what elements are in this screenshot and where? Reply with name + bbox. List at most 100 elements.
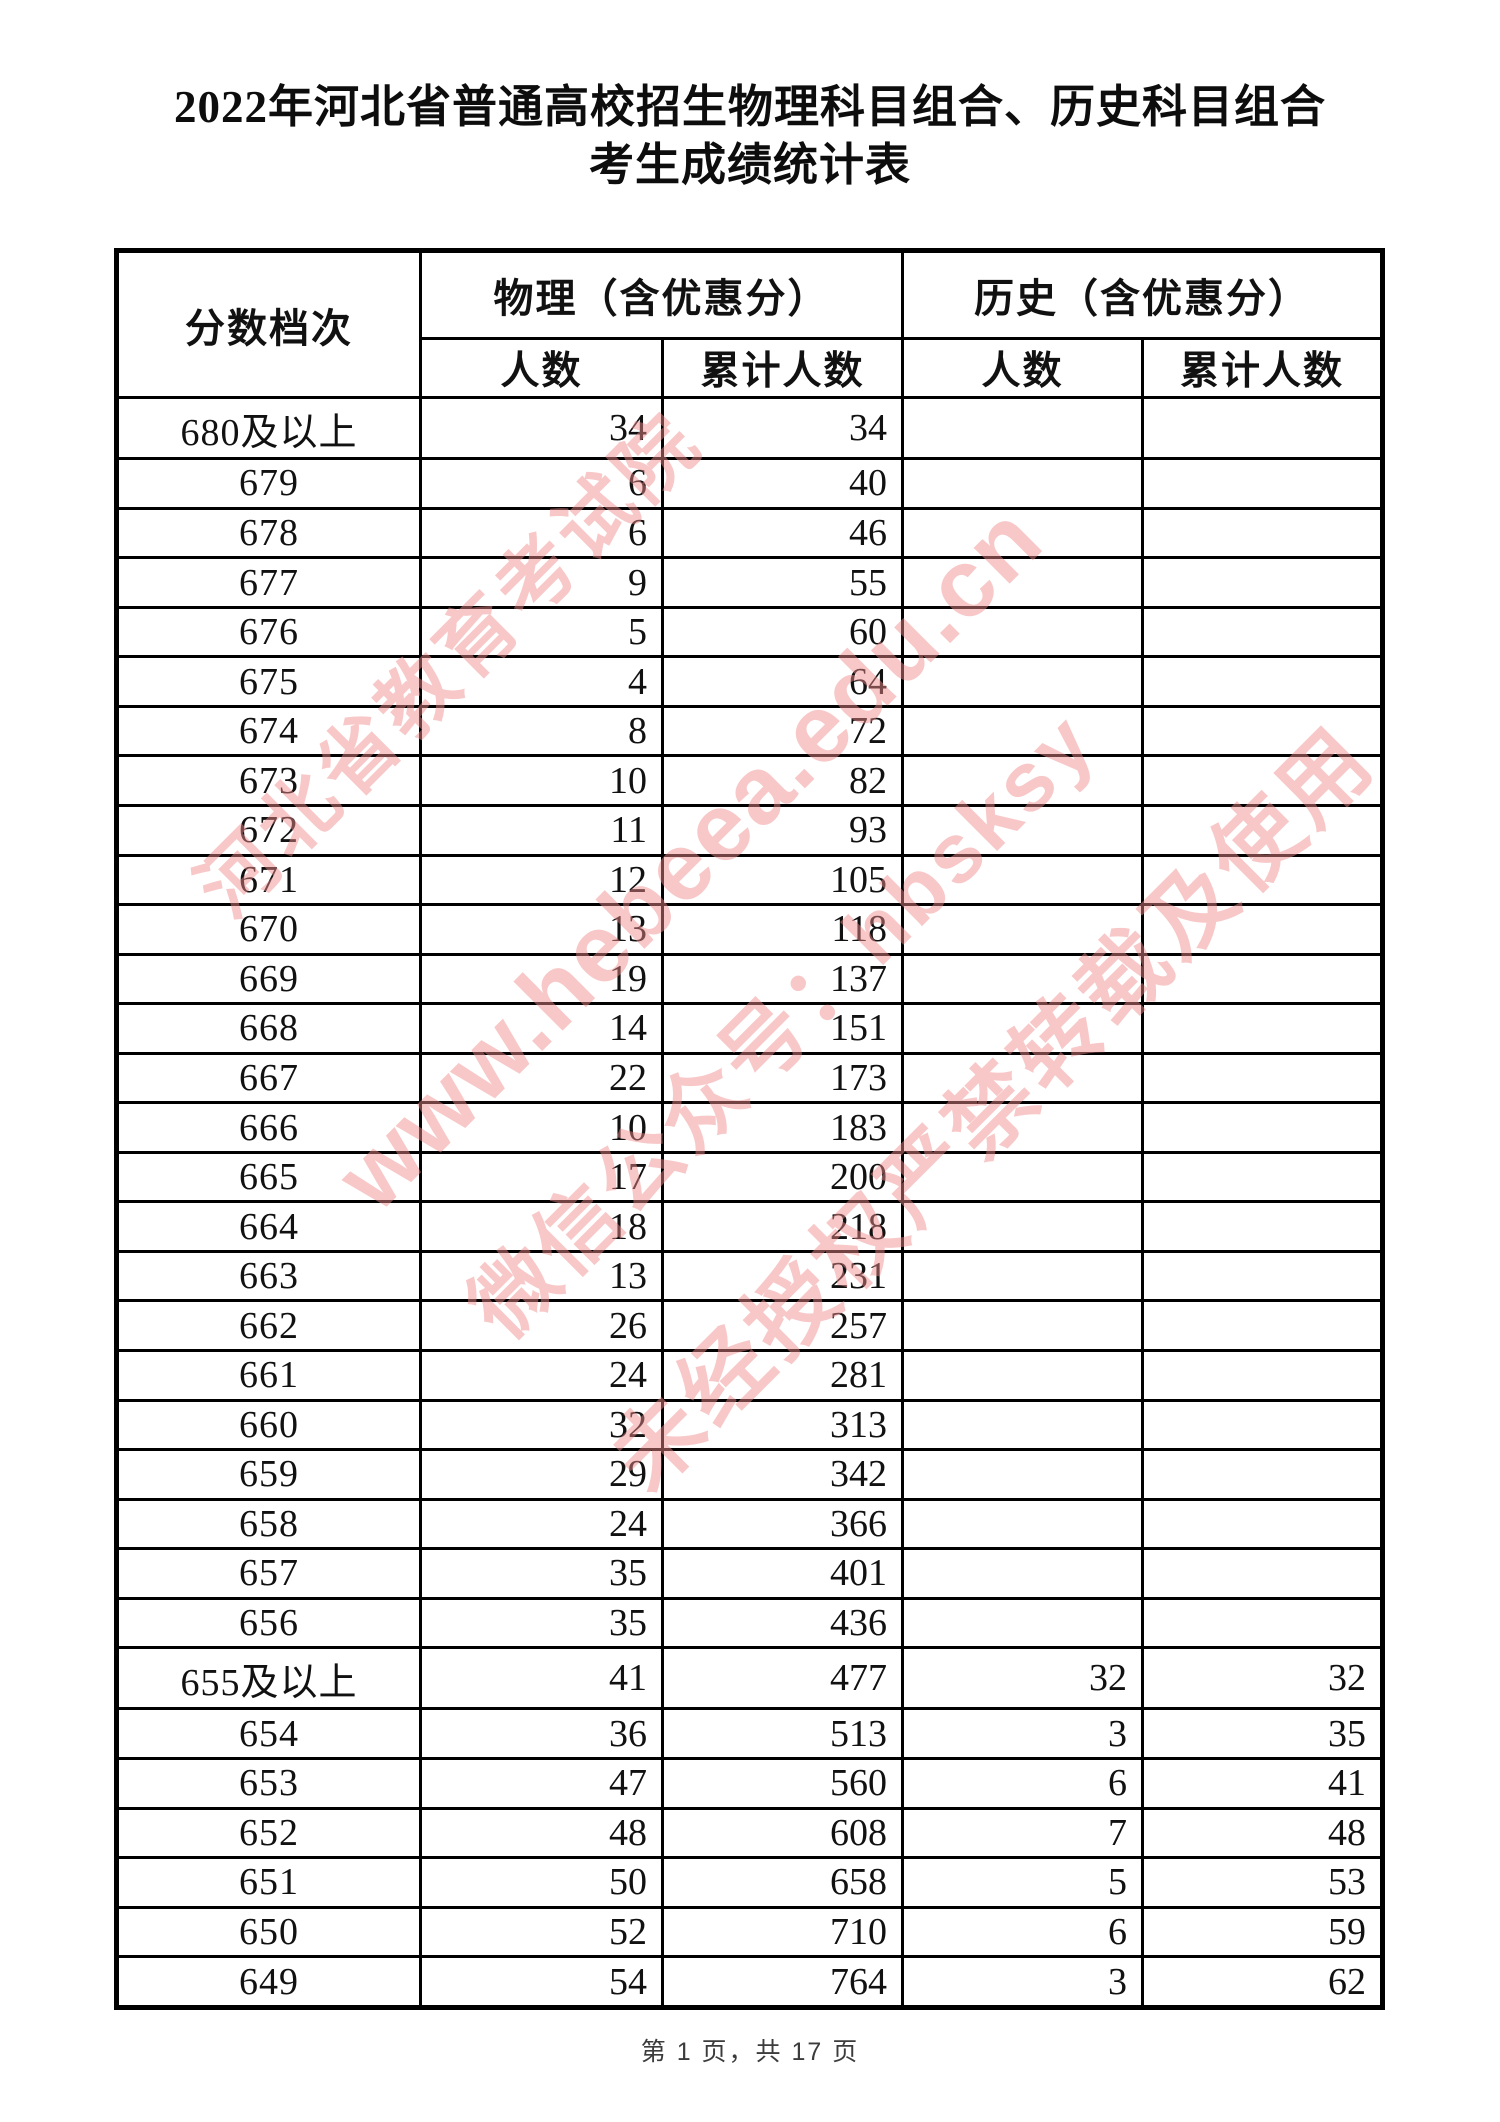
score-cell: 673 — [115, 754, 422, 807]
physics-count-cell: 36 — [419, 1707, 664, 1760]
table-row: 677 9 55 — [115, 556, 1384, 609]
history-cumulative-cell — [1141, 1497, 1384, 1551]
physics-count-cell: 6 — [419, 457, 664, 510]
table-row: 665 17 200 — [115, 1150, 1384, 1204]
history-count-cell — [901, 1348, 1144, 1402]
history-cumulative-cell — [1141, 605, 1384, 659]
header-physics-group: 物理（含优惠分） — [419, 249, 904, 340]
history-count-cell: 3 — [901, 1955, 1144, 2009]
history-count-cell — [901, 1398, 1144, 1452]
history-cumulative-cell — [1141, 1101, 1384, 1154]
score-cell: 659 — [115, 1448, 422, 1501]
history-cumulative-cell: 59 — [1141, 1905, 1384, 1959]
physics-count-cell: 13 — [419, 1249, 664, 1303]
history-count-cell — [901, 1150, 1144, 1204]
physics-cumulative-cell: 200 — [661, 1150, 904, 1204]
page-title: 2022年河北省普通高校招生物理科目组合、历史科目组合 考生成绩统计表 — [0, 78, 1500, 194]
physics-count-cell: 6 — [419, 506, 664, 560]
table-row: 659 29 342 — [115, 1448, 1384, 1501]
physics-cumulative-cell: 137 — [661, 952, 904, 1006]
history-cumulative-cell — [1141, 457, 1384, 510]
history-cumulative-cell — [1141, 1348, 1384, 1402]
score-cell: 668 — [115, 1002, 422, 1055]
history-count-cell: 7 — [901, 1806, 1144, 1860]
table-row: 657 35 401 — [115, 1547, 1384, 1600]
table-body: 680及以上 34 34 679 6 40 678 6 46 677 9 55 676 5 60 675 4 64… — [115, 395, 1384, 2009]
history-cumulative-cell — [1141, 1002, 1384, 1055]
score-cell: 666 — [115, 1101, 422, 1154]
table-row: 656 35 436 — [115, 1596, 1384, 1650]
table-row: 662 26 257 — [115, 1299, 1384, 1352]
history-count-cell — [901, 395, 1144, 461]
history-count-cell — [901, 1051, 1144, 1105]
page-number: 第 1 页，共 17 页 — [640, 2038, 860, 2066]
history-count-cell — [901, 1101, 1144, 1154]
physics-cumulative-cell: 46 — [661, 506, 904, 560]
table-row: 672 11 93 — [115, 803, 1384, 857]
table-row: 666 10 183 — [115, 1101, 1384, 1154]
physics-cumulative-cell: 436 — [661, 1596, 904, 1650]
physics-count-cell: 9 — [419, 556, 664, 609]
table-row: 661 24 281 — [115, 1348, 1384, 1402]
history-cumulative-cell — [1141, 754, 1384, 807]
score-cell: 664 — [115, 1200, 422, 1253]
score-cell: 658 — [115, 1497, 422, 1551]
history-cumulative-cell — [1141, 1051, 1384, 1105]
physics-cumulative-cell: 64 — [661, 655, 904, 708]
table-row: 667 22 173 — [115, 1051, 1384, 1105]
score-cell: 655及以上 — [115, 1646, 422, 1711]
history-count-cell — [901, 1497, 1144, 1551]
table-row: 679 6 40 — [115, 457, 1384, 510]
history-cumulative-cell — [1141, 1299, 1384, 1352]
score-cell: 675 — [115, 655, 422, 708]
table-row: 653 47 560 6 41 — [115, 1756, 1384, 1810]
score-cell: 677 — [115, 556, 422, 609]
physics-count-cell: 48 — [419, 1806, 664, 1860]
history-count-cell — [901, 605, 1144, 659]
physics-count-cell: 35 — [419, 1547, 664, 1600]
physics-cumulative-cell: 658 — [661, 1856, 904, 1909]
page-title-line2: 考生成绩统计表 — [588, 140, 911, 190]
physics-cumulative-cell: 173 — [661, 1051, 904, 1105]
history-count-cell: 6 — [901, 1756, 1144, 1810]
physics-cumulative-cell: 231 — [661, 1249, 904, 1303]
history-cumulative-cell — [1141, 803, 1384, 857]
physics-count-cell: 24 — [419, 1497, 664, 1551]
header-history-cumulative: 累计人数 — [1141, 337, 1384, 399]
physics-count-cell: 18 — [419, 1200, 664, 1253]
history-count-cell — [901, 754, 1144, 807]
history-cumulative-cell — [1141, 1150, 1384, 1204]
score-cell: 660 — [115, 1398, 422, 1452]
physics-cumulative-cell: 183 — [661, 1101, 904, 1154]
score-cell: 671 — [115, 853, 422, 907]
table-row: 669 19 137 — [115, 952, 1384, 1006]
score-cell: 672 — [115, 803, 422, 857]
physics-count-cell: 41 — [419, 1646, 664, 1711]
table-row: 663 13 231 — [115, 1249, 1384, 1303]
physics-count-cell: 12 — [419, 853, 664, 907]
history-count-cell — [901, 1596, 1144, 1650]
physics-count-cell: 24 — [419, 1348, 664, 1402]
score-cell: 669 — [115, 952, 422, 1006]
physics-cumulative-cell: 560 — [661, 1756, 904, 1810]
table-row: 680及以上 34 34 — [115, 395, 1384, 461]
score-statistics-table: 分数档次 物理（含优惠分） 历史（含优惠分） 人数 累计人数 人数 累计人数 6… — [114, 248, 1385, 2010]
physics-cumulative-cell: 401 — [661, 1547, 904, 1600]
physics-cumulative-cell: 366 — [661, 1497, 904, 1551]
physics-cumulative-cell: 60 — [661, 605, 904, 659]
physics-cumulative-cell: 82 — [661, 754, 904, 807]
history-cumulative-cell: 35 — [1141, 1707, 1384, 1760]
physics-cumulative-cell: 72 — [661, 704, 904, 758]
physics-count-cell: 14 — [419, 1002, 664, 1055]
physics-count-cell: 26 — [419, 1299, 664, 1352]
history-count-cell: 6 — [901, 1905, 1144, 1959]
history-cumulative-cell — [1141, 556, 1384, 609]
score-cell: 665 — [115, 1150, 422, 1204]
table-row: 649 54 764 3 62 — [115, 1955, 1384, 2009]
history-count-cell — [901, 506, 1144, 560]
score-cell: 651 — [115, 1856, 422, 1909]
score-cell: 674 — [115, 704, 422, 758]
score-cell: 657 — [115, 1547, 422, 1600]
physics-count-cell: 52 — [419, 1905, 664, 1959]
